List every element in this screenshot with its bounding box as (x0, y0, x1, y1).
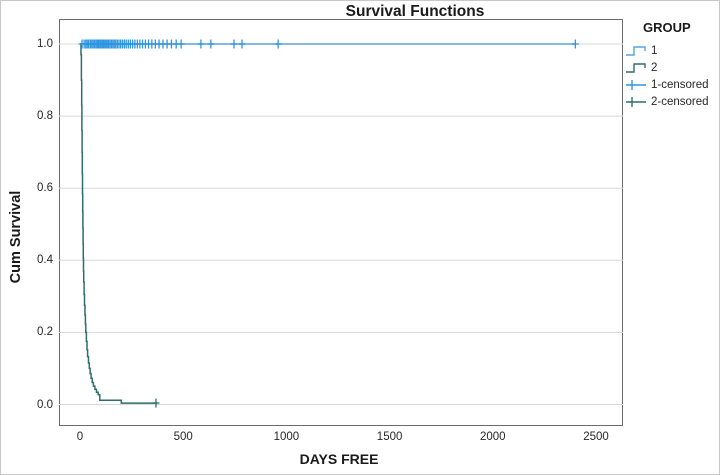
legend-entry-label: 1-censored (651, 78, 709, 91)
step-line-swatch-icon (626, 62, 646, 73)
x-tick-label: 1000 (273, 431, 300, 443)
legend-entry-label: 2 (651, 61, 658, 74)
legend-entry-1-censored: 1-censored (625, 76, 719, 93)
legend-entry-1: 1 (625, 42, 719, 59)
plot-frame (59, 19, 623, 426)
legend-entry-2: 2 (625, 59, 719, 76)
y-tick-label: 1.0 (37, 38, 53, 50)
y-tick-label: 0.0 (37, 398, 53, 411)
legend-entry-2-censored: 2-censored (625, 93, 719, 110)
y-tick-label: 0.6 (37, 182, 53, 195)
y-tick-label: 0.4 (37, 254, 53, 267)
legend-entry-label: 1 (651, 44, 658, 57)
x-tick-label: 2500 (583, 431, 609, 443)
x-tick-label: 2000 (480, 431, 506, 443)
y-tick-label: 0.8 (37, 110, 53, 123)
y-tick-label: 0.2 (37, 326, 53, 339)
survival-curve-group-2 (80, 43, 157, 404)
y-axis-label: Cum Survival (8, 190, 24, 284)
x-tick-label: 1500 (376, 431, 403, 443)
legend: GROUP 1 2 1-censored 2-censored (625, 20, 719, 110)
plus-censored-swatch-icon (626, 96, 646, 107)
x-tick-label: 0 (76, 431, 84, 443)
legend-entry-label: 2-censored (651, 95, 709, 108)
x-tick-label: 500 (173, 431, 193, 443)
chart-title: Survival Functions (345, 3, 485, 20)
legend-title: GROUP (643, 20, 691, 35)
step-line-swatch-icon (626, 45, 646, 56)
x-axis-label: DAYS FREE (299, 451, 379, 467)
plus-censored-swatch-icon (626, 79, 646, 90)
legend-entries: 1 2 1-censored 2-censored (625, 42, 719, 110)
